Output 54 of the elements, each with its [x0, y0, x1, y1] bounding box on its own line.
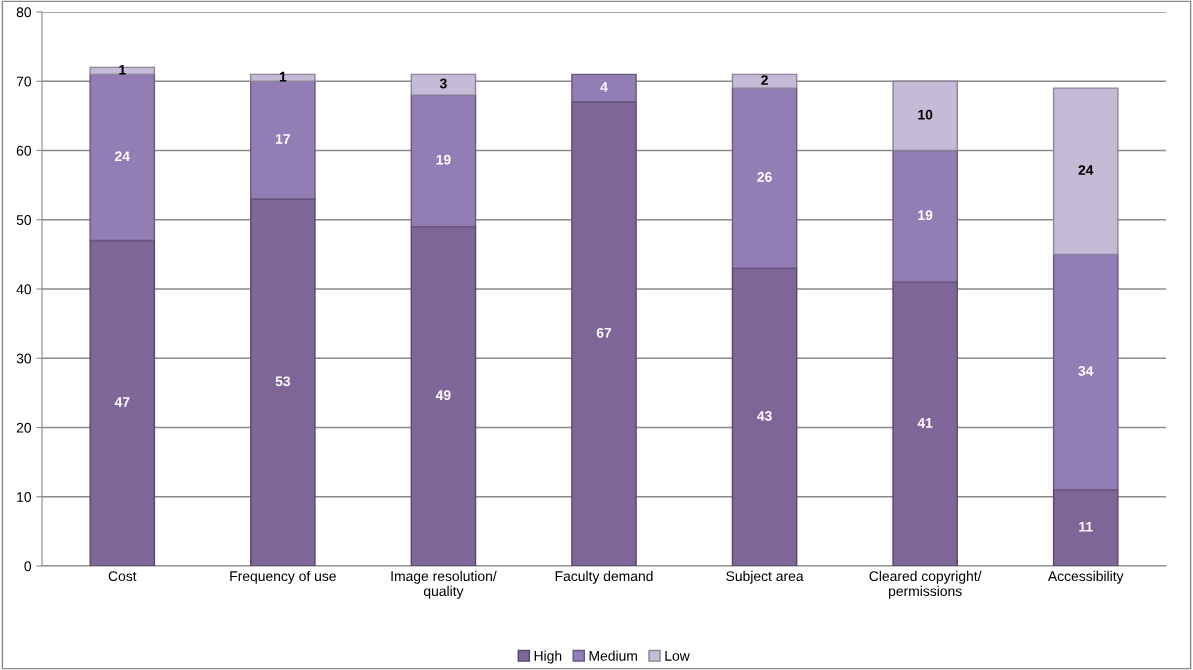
data-label: 26: [757, 172, 772, 182]
bar: [250, 80, 316, 200]
data-label: 67: [596, 327, 612, 338]
data-label: 4: [600, 82, 608, 92]
legend-label: High: [534, 650, 562, 664]
bar: [731, 267, 798, 566]
data-label: 19: [436, 154, 451, 165]
x-tick-label: Faculty demand: [555, 570, 653, 584]
data-label: 24: [115, 151, 130, 162]
x-tick-label: Accessibility: [1047, 570, 1124, 584]
bar: [571, 73, 637, 103]
bar: [89, 66, 156, 76]
bar: [410, 225, 477, 566]
data-label: 43: [757, 411, 772, 421]
legend-label: Low: [665, 651, 690, 661]
y-tick-label: 50: [16, 215, 32, 225]
legend-label: Medium: [589, 650, 637, 661]
data-label: 2: [761, 75, 768, 85]
y-tick-label: 60: [16, 145, 32, 156]
data-label: 19: [918, 210, 933, 221]
y-tick-label: 40: [16, 284, 32, 295]
bar: [89, 239, 156, 566]
y-tick-label: 10: [17, 492, 32, 502]
y-tick-label: 0: [24, 561, 32, 572]
data-label: 49: [435, 390, 451, 401]
x-tick-label: Image resolution/ quality: [391, 570, 497, 599]
data-label: 47: [114, 397, 130, 407]
bar: [89, 73, 156, 242]
data-label: 3: [439, 78, 447, 89]
data-label: 1: [119, 64, 126, 75]
bar: [892, 149, 958, 283]
data-label: 34: [1078, 365, 1094, 376]
data-label: 11: [1079, 521, 1093, 532]
x-tick-label: Cleared copyright/ permissions: [869, 570, 982, 599]
bar: [571, 101, 637, 566]
data-label: 24: [1078, 165, 1094, 175]
bar: [1052, 253, 1119, 491]
data-label: 17: [276, 134, 290, 144]
x-tick-label: Subject area: [726, 570, 804, 584]
y-tick-label: 70: [16, 76, 32, 87]
bar: [892, 281, 958, 566]
bar: [731, 87, 798, 269]
bar: [250, 198, 316, 566]
y-tick-label: 20: [16, 422, 32, 433]
data-label: 1: [279, 71, 287, 82]
bar: [410, 94, 477, 228]
x-tick-label: Frequency of use: [230, 570, 336, 584]
y-tick-label: 30: [16, 353, 32, 364]
x-tick-label: Cost: [108, 571, 137, 582]
bar: [1052, 489, 1119, 566]
data-label: 41: [917, 418, 933, 428]
data-label: 10: [918, 109, 933, 120]
y-tick-label: 80: [16, 7, 32, 18]
data-label: 53: [275, 376, 291, 387]
